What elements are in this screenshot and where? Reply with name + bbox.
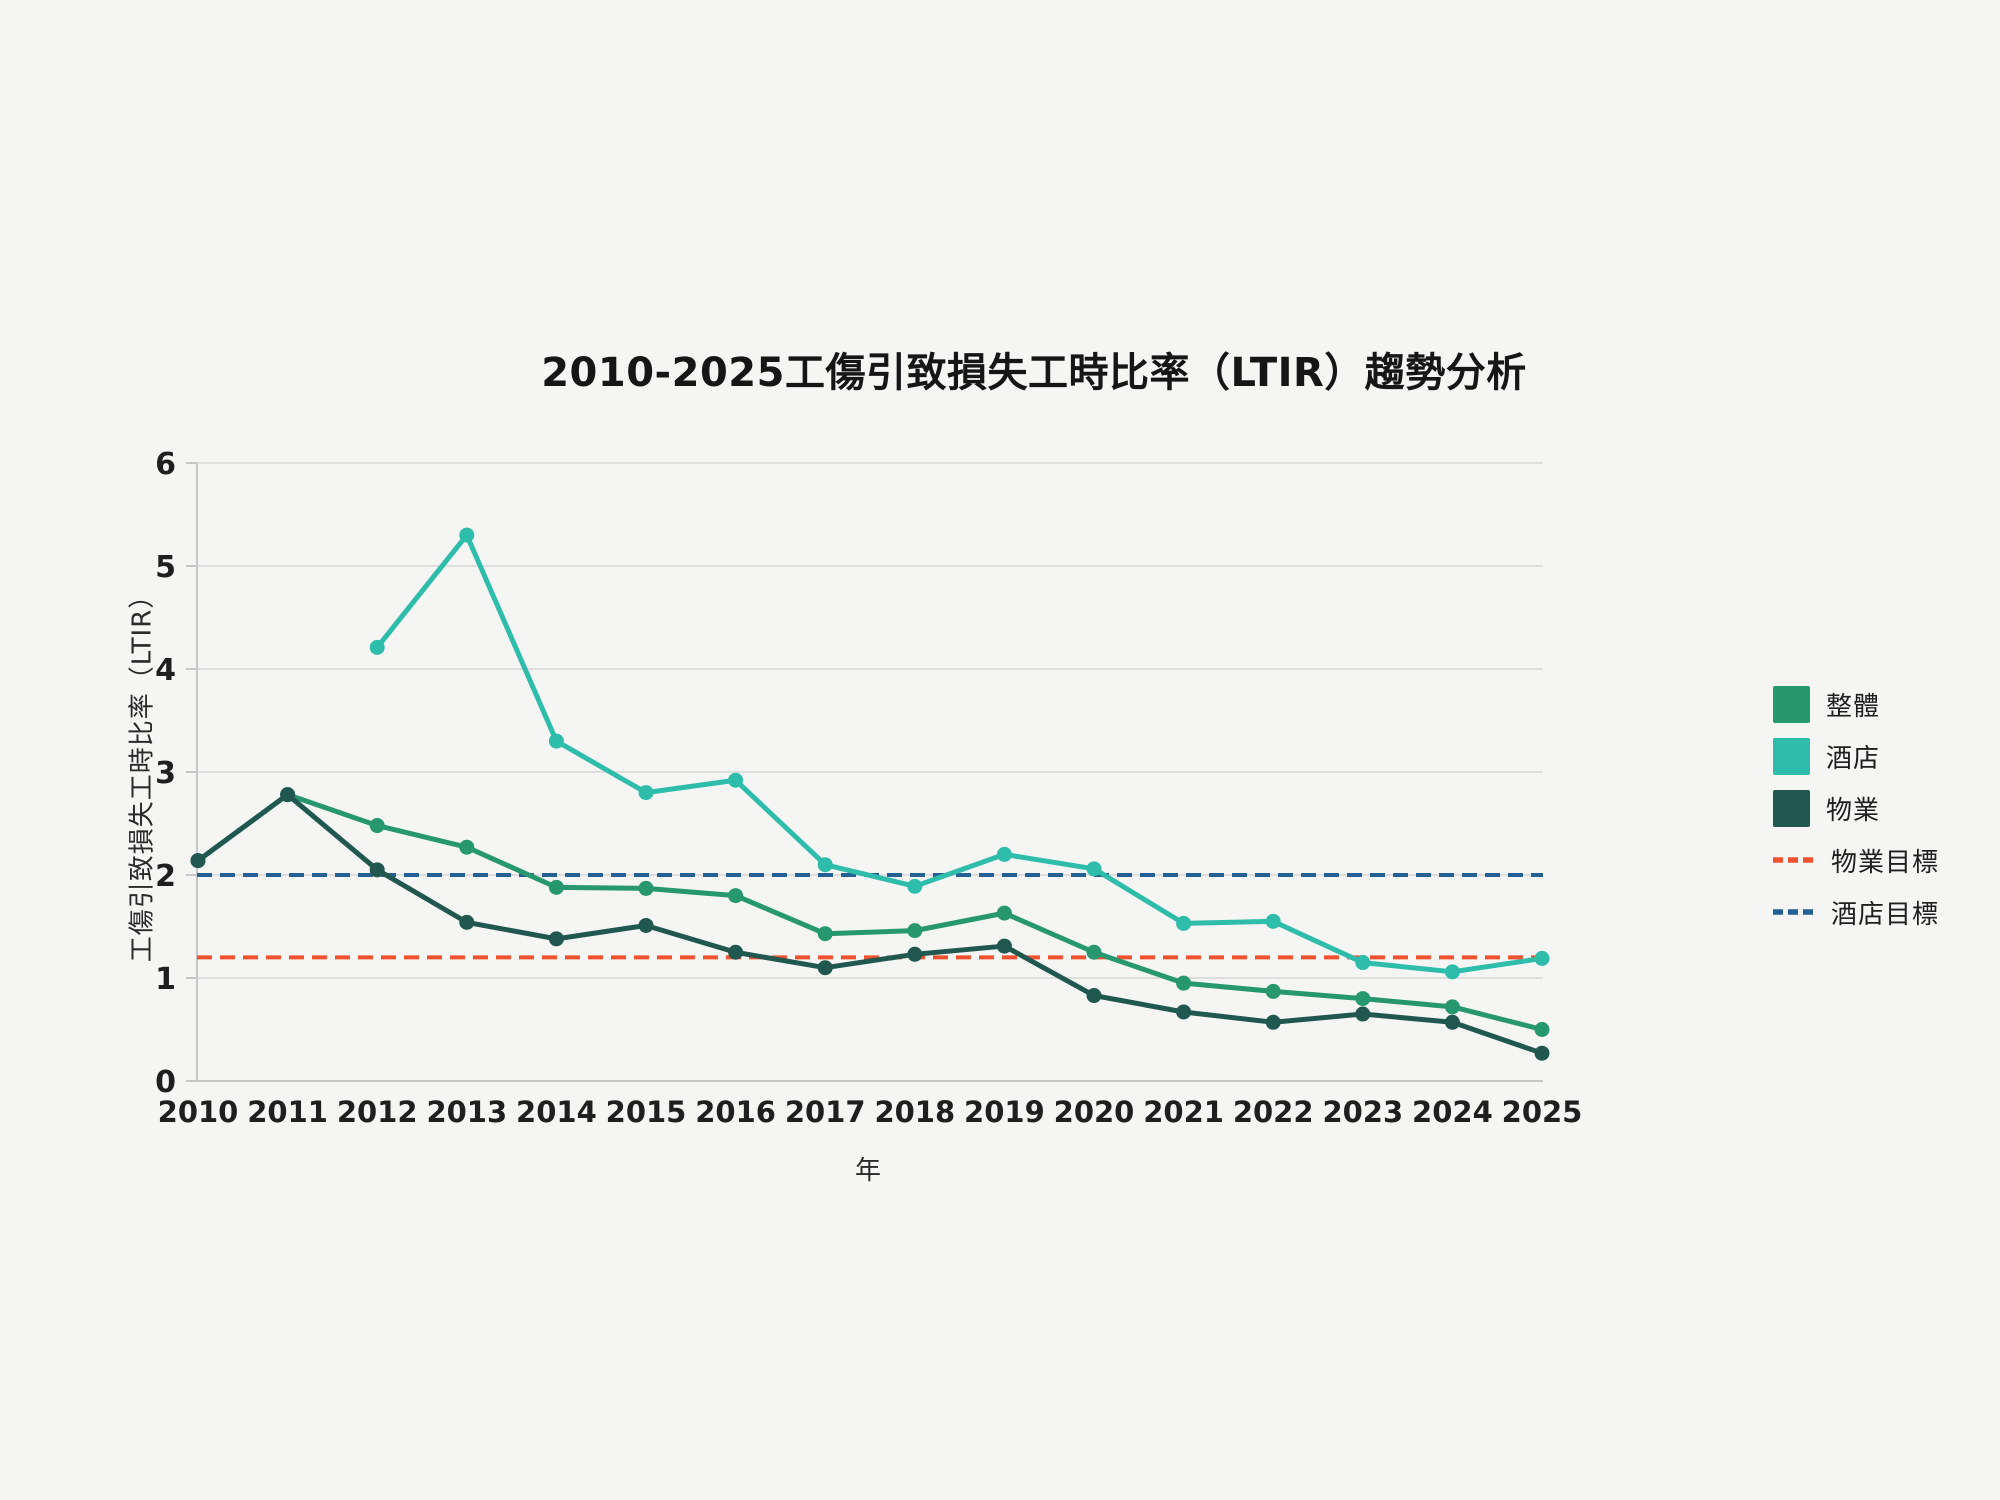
legend-label: 酒店目標 [1831,899,1940,930]
series-line-hotel [374,532,1545,975]
series-point-hotel [817,857,833,873]
x-tick-label: 2016 [695,1095,776,1129]
series-point-property [996,938,1012,954]
series-point-property [369,862,385,878]
legend-dash-swatch [1773,909,1815,915]
y-tick-label: 4 [155,653,176,688]
x-tick-label: 2019 [964,1095,1045,1129]
series-point-hotel [996,846,1012,862]
legend: 整體酒店物業物業目標酒店目標 [1773,678,1939,938]
series-point-property [817,960,833,976]
x-tick-label: 2010 [158,1095,239,1129]
series-point-overall [638,880,654,896]
legend-color-swatch [1773,685,1810,723]
x-tick-label: 2011 [247,1095,328,1129]
x-tick-label: 2013 [426,1095,507,1129]
legend-label: 整體 [1826,691,1881,722]
series-point-overall [907,923,923,939]
x-tick-label: 2023 [1322,1095,1403,1129]
x-tick-label: 2015 [606,1095,687,1129]
legend-label: 物業目標 [1831,847,1940,878]
series-point-hotel [1086,861,1102,877]
series-point-overall [1176,975,1192,991]
series-point-overall [1355,991,1371,1007]
series-point-hotel [1176,915,1192,931]
series-point-property [907,946,923,962]
legend-item-overall: 整體 [1773,678,1939,730]
legend-color-swatch [1773,789,1810,827]
series-point-property [1176,1004,1192,1020]
series-point-overall [1086,944,1102,960]
x-tick-label: 2024 [1412,1095,1493,1129]
series-point-property [638,917,654,933]
series-point-hotel [1444,964,1460,980]
series-point-hotel [459,527,475,543]
series-point-hotel [369,639,385,655]
series-point-overall [459,839,475,855]
series-point-property [728,944,744,960]
chart-title: 2010-2025工傷引致損失工時比率（LTIR）趨勢分析 [541,350,1527,396]
series-point-property [190,853,206,869]
legend-item-property-target: 物業目標 [1773,834,1939,886]
legend-label: 物業 [1826,795,1881,826]
y-tick-label: 1 [155,962,176,997]
x-tick-label: 2014 [516,1095,597,1129]
series-point-overall [1444,999,1460,1015]
x-tick-label: 2018 [874,1095,955,1129]
legend-item-property: 物業 [1773,782,1939,834]
y-tick-label: 2 [155,859,176,894]
legend-color-swatch [1773,737,1810,775]
x-tick-label: 2022 [1233,1095,1314,1129]
series-point-property [1534,1045,1550,1061]
series-point-property [459,914,475,930]
x-tick-label: 2012 [337,1095,418,1129]
y-tick-label: 6 [155,447,176,482]
y-tick-label: 3 [155,756,176,791]
series-point-overall [369,818,385,834]
series-point-overall [817,926,833,942]
series-point-property [1444,1014,1460,1030]
legend-label: 酒店 [1826,743,1881,774]
x-tick-label: 2025 [1502,1095,1583,1129]
x-axis-title: 年 [854,1156,882,1186]
series-point-overall [1265,983,1281,999]
series-point-property [1265,1014,1281,1030]
series-point-overall [996,905,1012,921]
series-point-hotel [1534,950,1550,966]
series-point-hotel [728,772,744,788]
series-point-property [280,787,296,803]
x-tick-label: 2017 [785,1095,866,1129]
series-point-hotel [548,733,564,749]
y-tick-label: 0 [155,1065,176,1100]
legend-dash-swatch [1773,857,1815,863]
series-point-property [548,931,564,947]
x-tick-label: 2021 [1143,1095,1224,1129]
series-line-property [195,792,1545,1056]
series-point-hotel [907,878,923,894]
series-point-property [1086,988,1102,1004]
y-tick-label: 5 [155,550,176,585]
series-point-hotel [1355,955,1371,971]
series-point-hotel [1265,913,1281,929]
legend-item-hotel-target: 酒店目標 [1773,886,1939,938]
series-point-hotel [638,785,654,801]
series-point-overall [1534,1022,1550,1037]
x-tick-label: 2020 [1054,1095,1135,1129]
series-point-overall [548,879,564,895]
series-point-overall [728,888,744,904]
series-line-overall [195,792,1545,1032]
legend-item-hotel: 酒店 [1773,730,1939,782]
series-point-property [1355,1006,1371,1022]
